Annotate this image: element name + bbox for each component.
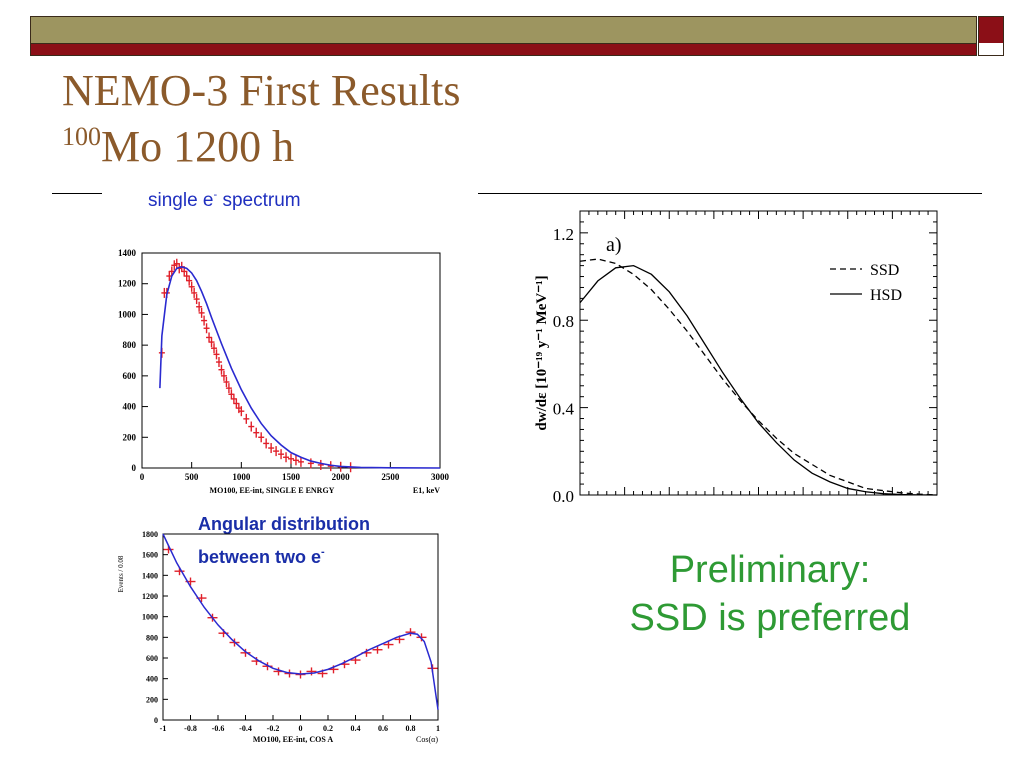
corner-decor-box bbox=[978, 16, 1004, 56]
y-tick-label: 1200 bbox=[142, 592, 158, 601]
y-tick-label: 0 bbox=[154, 716, 158, 725]
label-angular-line2-text: between two e bbox=[198, 547, 322, 567]
y-axis-label: dw/dε [10⁻¹⁹ y⁻¹ MeV⁻¹] bbox=[534, 275, 550, 430]
series-line-ssd bbox=[579, 258, 938, 496]
y-tick-label: 400 bbox=[146, 675, 158, 684]
x-tick-label: 1 bbox=[436, 724, 440, 733]
label-angular-line2: between two e- bbox=[198, 538, 370, 571]
y-tick-label: 1000 bbox=[118, 309, 137, 319]
y-tick-label: 800 bbox=[123, 340, 137, 350]
x-tick-label: 1000 bbox=[232, 472, 251, 482]
y-tick-label: 1.2 bbox=[553, 225, 574, 244]
label-angular-sup: - bbox=[321, 546, 325, 558]
top-decor-olive bbox=[31, 17, 976, 44]
x-tick-label: -0.8 bbox=[184, 724, 197, 733]
panel-label: a) bbox=[606, 234, 622, 256]
x-tick-label: 0 bbox=[140, 472, 145, 482]
y-tick-label: 0 bbox=[132, 463, 137, 473]
y-tick-label: 0.4 bbox=[553, 400, 575, 419]
x-tick-label: -0.6 bbox=[212, 724, 225, 733]
y-axis-label: Events / 0.08 bbox=[117, 555, 125, 592]
model-curve bbox=[159, 265, 441, 469]
x-tick-label: -0.2 bbox=[267, 724, 280, 733]
corner-decor-red bbox=[979, 17, 1003, 43]
x-tick-label: 0.2 bbox=[323, 724, 333, 733]
legend-label-ssd: SSD bbox=[870, 262, 899, 279]
x-tick-label: 1500 bbox=[282, 472, 301, 482]
x-tick-label: -0.4 bbox=[239, 724, 252, 733]
x-axis-unit: E1, keV bbox=[413, 486, 440, 495]
x-axis-label: MO100, EE-int, SINGLE E ENRGY bbox=[210, 486, 335, 495]
x-tick-label: 0.4 bbox=[351, 724, 361, 733]
y-tick-label: 1400 bbox=[118, 248, 137, 258]
series-line-hsd bbox=[579, 264, 938, 496]
chart-theory-ssd-hsd: 0.0 0.4 0.8 1.2 dw/dε [10⁻¹⁹ y⁻¹ MeV⁻¹] a) SSD… bbox=[534, 210, 938, 506]
y-tick-label: 800 bbox=[146, 633, 158, 642]
title-line1: NEMO-3 First Results bbox=[62, 66, 461, 115]
label-single-text: single e bbox=[148, 190, 214, 211]
x-tick-label: 0.8 bbox=[406, 724, 416, 733]
preliminary-note: Preliminary: SSD is preferred bbox=[560, 546, 980, 642]
label-single-spectrum: single e- spectrum bbox=[148, 189, 301, 212]
x-tick-label: 2000 bbox=[332, 472, 351, 482]
title-line2-text: Mo 1200 h bbox=[101, 122, 295, 171]
y-tick-label: 1400 bbox=[142, 571, 158, 580]
model-curve bbox=[162, 533, 439, 710]
y-tick-label: 1800 bbox=[142, 530, 158, 539]
preliminary-line2: SSD is preferred bbox=[629, 597, 911, 639]
x-tick-label: 500 bbox=[185, 472, 199, 482]
y-tick-label: 200 bbox=[123, 432, 137, 442]
y-tick-label: 600 bbox=[146, 654, 158, 663]
plot-frame bbox=[162, 533, 439, 721]
slide-title: NEMO-3 First Results 100Mo 1200 h bbox=[62, 68, 460, 170]
label-angular-line1: Angular distribution bbox=[198, 514, 370, 534]
x-tick-label: 0.6 bbox=[378, 724, 388, 733]
title-line2: 100Mo 1200 h bbox=[62, 114, 460, 170]
y-tick-label: 1000 bbox=[142, 613, 158, 622]
x-axis-label: MO100, EE-int, COS A bbox=[253, 735, 333, 744]
y-tick-label: 200 bbox=[146, 695, 158, 704]
label-angular: Angular distribution between two e- bbox=[198, 510, 370, 571]
x-tick-label: 0 bbox=[299, 724, 303, 733]
chart-single-electron: 0 200 400 600 800 1000 1200 1400 0 500 1000 1500 200… bbox=[118, 248, 450, 495]
y-tick-label: 0.8 bbox=[553, 312, 574, 331]
plot-frame bbox=[141, 252, 441, 469]
label-single-sup: - bbox=[213, 189, 218, 201]
y-tick-label: 1600 bbox=[142, 551, 158, 560]
x-tick-label: -1 bbox=[160, 724, 167, 733]
title-rule-right bbox=[478, 193, 982, 194]
preliminary-line1: Preliminary: bbox=[669, 549, 871, 591]
title-superscript: 100 bbox=[62, 122, 101, 151]
x-tick-label: 3000 bbox=[431, 472, 450, 482]
top-decor-bar bbox=[30, 16, 977, 56]
x-axis-unit: Cos(α) bbox=[416, 735, 438, 744]
title-rule-left bbox=[52, 193, 102, 194]
legend-label-hsd: HSD bbox=[870, 287, 902, 304]
y-tick-label: 0.0 bbox=[553, 487, 574, 506]
y-tick-label: 1200 bbox=[118, 279, 137, 289]
y-tick-label: 600 bbox=[123, 371, 137, 381]
plot-frame bbox=[579, 210, 938, 496]
y-tick-label: 400 bbox=[123, 402, 137, 412]
label-single-rest: spectrum bbox=[217, 190, 301, 211]
x-tick-label: 2500 bbox=[381, 472, 400, 482]
